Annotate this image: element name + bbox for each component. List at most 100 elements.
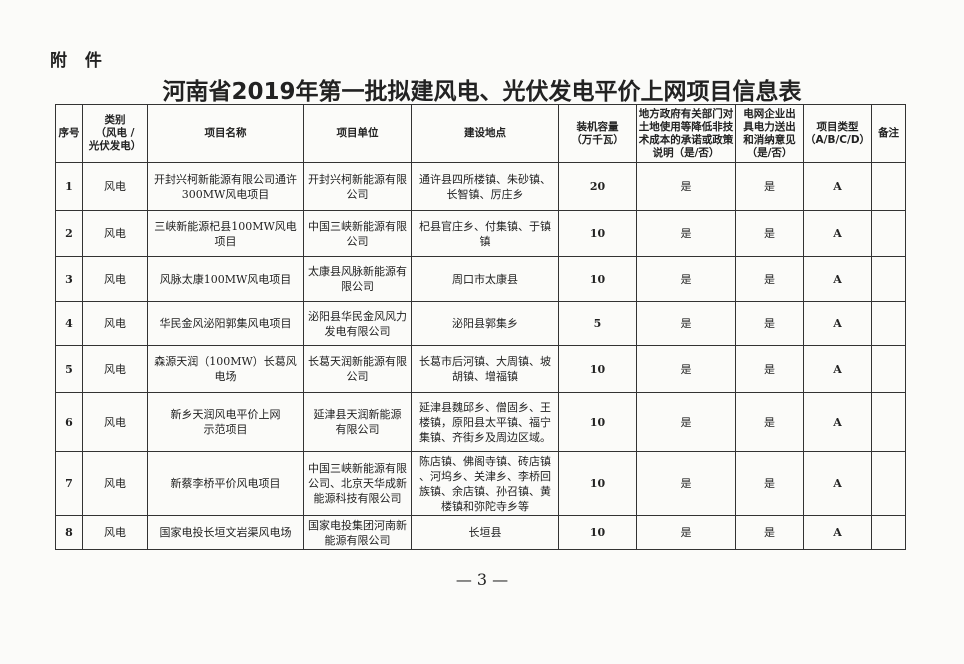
page-number: — 3 — [455,570,509,589]
table-row: 6 风电 新乡天润风电平价上网 示范项目 延津县天润新能源 有限公司 延津县魏邱乡、僧固… [55,392,907,452]
cell-capacity: 10 [558,210,637,257]
cell-unit: 太康县风脉新能源有 限公司 [303,256,412,302]
cell-no: 6 [55,392,83,452]
cell-ptype: A [802,515,873,550]
cell-capacity: 20 [558,162,637,211]
cell-ptype: A [802,392,873,452]
cell-type: 风电 [82,451,148,516]
cell-grid: 是 [735,162,804,211]
cell-unit: 国家电投集团河南新 能源有限公司 [303,515,412,550]
cell-grid: 是 [735,392,804,452]
header-location: 建设地点 [411,104,559,163]
cell-ptype: A [802,451,873,516]
cell-capacity: 10 [558,345,637,393]
cell-note [871,392,907,452]
document-title: 河南省2019年第一批拟建风电、光伏发电平价上网项目信息表 [162,79,802,105]
attachment-label: 附 件 [50,51,108,71]
cell-location: 长葛市后河镇、大周镇、坡 胡镇、增福镇 [411,345,559,393]
cell-gov: 是 [636,515,736,550]
cell-no: 8 [55,515,83,550]
header-gov-commitment: 地方政府有关部门对 土地使用等降低非技 术成本的承诺或政策 说明（是/否） [636,104,736,163]
cell-note [871,345,907,393]
cell-type: 风电 [82,210,148,257]
cell-location: 延津县魏邱乡、僧固乡、王 楼镇，原阳县太平镇、福宁 集镇、齐街乡及周边区域。 [411,392,559,452]
header-no: 序号 [55,104,83,163]
cell-location: 泌阳县郭集乡 [411,301,559,346]
cell-gov: 是 [636,162,736,211]
cell-ptype: A [802,345,873,393]
cell-type: 风电 [82,301,148,346]
cell-no: 2 [55,210,83,257]
cell-unit: 长葛天润新能源有限 公司 [303,345,412,393]
cell-type: 风电 [82,256,148,302]
cell-name: 风脉太康100MW风电项目 [147,256,304,302]
cell-name: 新蔡李桥平价风电项目 [147,451,304,516]
cell-grid: 是 [735,345,804,393]
cell-capacity: 5 [558,301,637,346]
cell-gov: 是 [636,210,736,257]
header-grid-opinion: 电网企业出 具电力送出 和消纳意见 （是/否） [735,104,804,163]
cell-ptype: A [802,210,873,257]
cell-grid: 是 [735,515,804,550]
cell-no: 7 [55,451,83,516]
cell-grid: 是 [735,256,804,302]
cell-note [871,210,907,257]
cell-capacity: 10 [558,515,637,550]
cell-capacity: 10 [558,256,637,302]
cell-gov: 是 [636,392,736,452]
table-row: 4 风电 华民金风泌阳郭集风电项目 泌阳县华民金风风力 发电有限公司 泌阳县郭集乡 5 是是… [55,301,907,346]
cell-unit: 开封兴柯新能源有限 公司 [303,162,412,211]
cell-type: 风电 [82,515,148,550]
cell-name: 森源天润（100MW）长葛风 电场 [147,345,304,393]
cell-note [871,301,907,346]
project-table: 序号 类别 （风电 / 光伏发电） 项目名称 项目单位 建设地点 装机容量 （万… [55,104,907,550]
cell-grid: 是 [735,301,804,346]
cell-grid: 是 [735,210,804,257]
cell-location: 杞县官庄乡、付集镇、于镇 镇 [411,210,559,257]
header-project-type: 项目类型 （A/B/C/D） [802,104,873,163]
cell-unit: 延津县天润新能源 有限公司 [303,392,412,452]
header-row: 序号 类别 （风电 / 光伏发电） 项目名称 项目单位 建设地点 装机容量 （万… [55,104,907,163]
cell-name: 三峡新能源杞县100MW风电 项目 [147,210,304,257]
cell-no: 5 [55,345,83,393]
cell-name: 国家电投长垣文岩渠风电场 [147,515,304,550]
table-row: 2 风电 三峡新能源杞县100MW风电 项目 中国三峡新能源有限 公司 杞县官庄乡、付集… [55,210,907,257]
cell-unit: 中国三峡新能源有限 公司、北京天华成新 能源科技有限公司 [303,451,412,516]
cell-location: 陈店镇、佛阁寺镇、砖店镇 、河坞乡、关津乡、李桥回 族镇、余店镇、孙召镇、黄 楼… [411,451,559,516]
table-row: 7 风电 新蔡李桥平价风电项目 中国三峡新能源有限 公司、北京天华成新 能源科技有限公… [55,451,907,516]
cell-location: 通许县四所楼镇、朱砂镇、 长智镇、厉庄乡 [411,162,559,211]
table-row: 5 风电 森源天润（100MW）长葛风 电场 长葛天润新能源有限 公司 长葛市后河镇、大… [55,345,907,393]
cell-location: 长垣县 [411,515,559,550]
cell-name: 华民金风泌阳郭集风电项目 [147,301,304,346]
cell-gov: 是 [636,301,736,346]
cell-note [871,515,907,550]
cell-name: 开封兴柯新能源有限公司通许 300MW风电项目 [147,162,304,211]
table-row: 1 风电 开封兴柯新能源有限公司通许 300MW风电项目 开封兴柯新能源有限 公司 通许… [55,162,907,211]
cell-type: 风电 [82,162,148,211]
header-type: 类别 （风电 / 光伏发电） [82,104,148,163]
cell-ptype: A [802,256,873,302]
table-row: 8 风电 国家电投长垣文岩渠风电场 国家电投集团河南新 能源有限公司 长垣县 10 是是 A [55,515,907,550]
cell-unit: 中国三峡新能源有限 公司 [303,210,412,257]
cell-gov: 是 [636,345,736,393]
cell-unit: 泌阳县华民金风风力 发电有限公司 [303,301,412,346]
cell-no: 3 [55,256,83,302]
cell-gov: 是 [636,451,736,516]
cell-capacity: 10 [558,451,637,516]
cell-note [871,256,907,302]
cell-ptype: A [802,162,873,211]
header-name: 项目名称 [147,104,304,163]
cell-location: 周口市太康县 [411,256,559,302]
header-capacity: 装机容量 （万千瓦） [558,104,637,163]
cell-grid: 是 [735,451,804,516]
cell-type: 风电 [82,345,148,393]
cell-name: 新乡天润风电平价上网 示范项目 [147,392,304,452]
cell-ptype: A [802,301,873,346]
cell-type: 风电 [82,392,148,452]
cell-note [871,162,907,211]
header-unit: 项目单位 [303,104,412,163]
cell-gov: 是 [636,256,736,302]
cell-no: 4 [55,301,83,346]
table-row: 3 风电 风脉太康100MW风电项目 太康县风脉新能源有 限公司 周口市太康县 10 是是 A [55,256,907,302]
cell-no: 1 [55,162,83,211]
